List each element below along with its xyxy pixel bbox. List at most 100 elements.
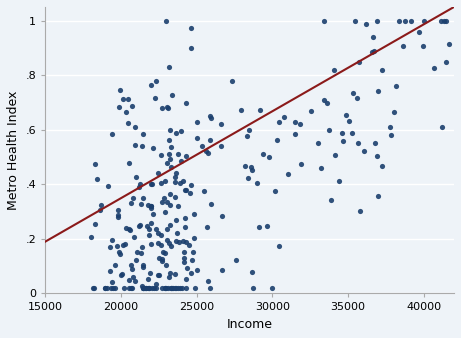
Point xyxy=(174,203,181,208)
Point xyxy=(133,258,140,263)
Point xyxy=(153,79,160,84)
Point xyxy=(167,285,175,291)
Point xyxy=(128,104,136,109)
Point xyxy=(343,112,350,117)
Point xyxy=(386,124,393,130)
Point xyxy=(217,144,224,149)
Point xyxy=(162,285,170,291)
Point xyxy=(142,285,150,291)
Point xyxy=(437,18,445,23)
Point xyxy=(179,238,186,243)
Point xyxy=(182,100,189,105)
Point xyxy=(180,179,187,184)
Point xyxy=(172,170,180,176)
Point xyxy=(246,127,253,132)
Point xyxy=(441,18,448,23)
Point xyxy=(117,251,124,256)
Point xyxy=(111,263,118,268)
Point xyxy=(172,285,180,291)
Point xyxy=(147,203,154,208)
Y-axis label: Metro Health Index: Metro Health Index xyxy=(7,91,20,210)
Point xyxy=(171,179,178,185)
Point xyxy=(183,285,190,291)
Point xyxy=(167,222,174,228)
Point xyxy=(272,188,279,193)
Point xyxy=(298,162,305,167)
Point xyxy=(115,104,123,110)
Point xyxy=(160,195,168,200)
Point xyxy=(181,187,189,192)
Point xyxy=(136,182,144,187)
Point xyxy=(131,142,139,147)
Point xyxy=(166,128,173,133)
Point xyxy=(247,164,254,169)
Point xyxy=(181,259,188,264)
Point xyxy=(145,232,152,237)
Point xyxy=(291,131,299,136)
Point xyxy=(153,282,160,287)
Point xyxy=(237,108,244,113)
Point xyxy=(96,208,104,213)
Point xyxy=(204,225,211,230)
Point xyxy=(167,244,174,249)
Point xyxy=(178,285,185,291)
Point xyxy=(167,285,174,291)
Point xyxy=(388,132,395,138)
Point xyxy=(148,220,155,225)
Point xyxy=(369,34,376,40)
Point xyxy=(148,206,155,211)
Point xyxy=(93,177,100,182)
Point xyxy=(242,164,249,169)
Point xyxy=(254,180,261,186)
Point xyxy=(121,242,129,247)
Point xyxy=(145,285,153,291)
Point xyxy=(180,249,188,255)
Point xyxy=(101,285,109,291)
Point xyxy=(331,67,338,72)
Point xyxy=(269,285,276,291)
Point xyxy=(91,162,99,167)
Point xyxy=(108,279,115,285)
Point xyxy=(159,285,166,291)
Point xyxy=(373,18,381,23)
Point xyxy=(129,274,136,280)
Point xyxy=(378,67,386,73)
Point xyxy=(165,105,172,111)
Point xyxy=(206,285,213,291)
Point xyxy=(375,194,382,199)
Point xyxy=(371,48,378,54)
Point xyxy=(129,285,136,291)
Point xyxy=(165,137,172,143)
Point xyxy=(153,285,160,291)
Point xyxy=(331,153,339,158)
Point xyxy=(153,226,160,232)
Point xyxy=(180,256,188,261)
Point xyxy=(177,128,184,134)
Point xyxy=(188,182,195,188)
Point xyxy=(117,272,124,277)
Point xyxy=(118,271,126,277)
Point xyxy=(442,59,449,65)
Point xyxy=(368,49,375,55)
Point xyxy=(166,202,174,208)
Point xyxy=(124,96,131,101)
Point xyxy=(187,270,194,275)
Point xyxy=(164,285,171,291)
Point xyxy=(307,108,314,113)
Point xyxy=(161,285,168,291)
Point xyxy=(392,83,400,89)
Point xyxy=(144,285,152,291)
Point xyxy=(141,285,148,291)
Point xyxy=(145,285,153,291)
Point xyxy=(181,224,189,230)
Point xyxy=(183,188,190,193)
Point xyxy=(351,18,358,23)
Point xyxy=(145,277,152,282)
Point xyxy=(114,243,121,248)
Point xyxy=(154,272,162,278)
Point xyxy=(158,256,165,262)
Point xyxy=(139,285,147,291)
Point xyxy=(108,285,115,291)
Point xyxy=(144,202,152,208)
Point xyxy=(157,152,165,158)
